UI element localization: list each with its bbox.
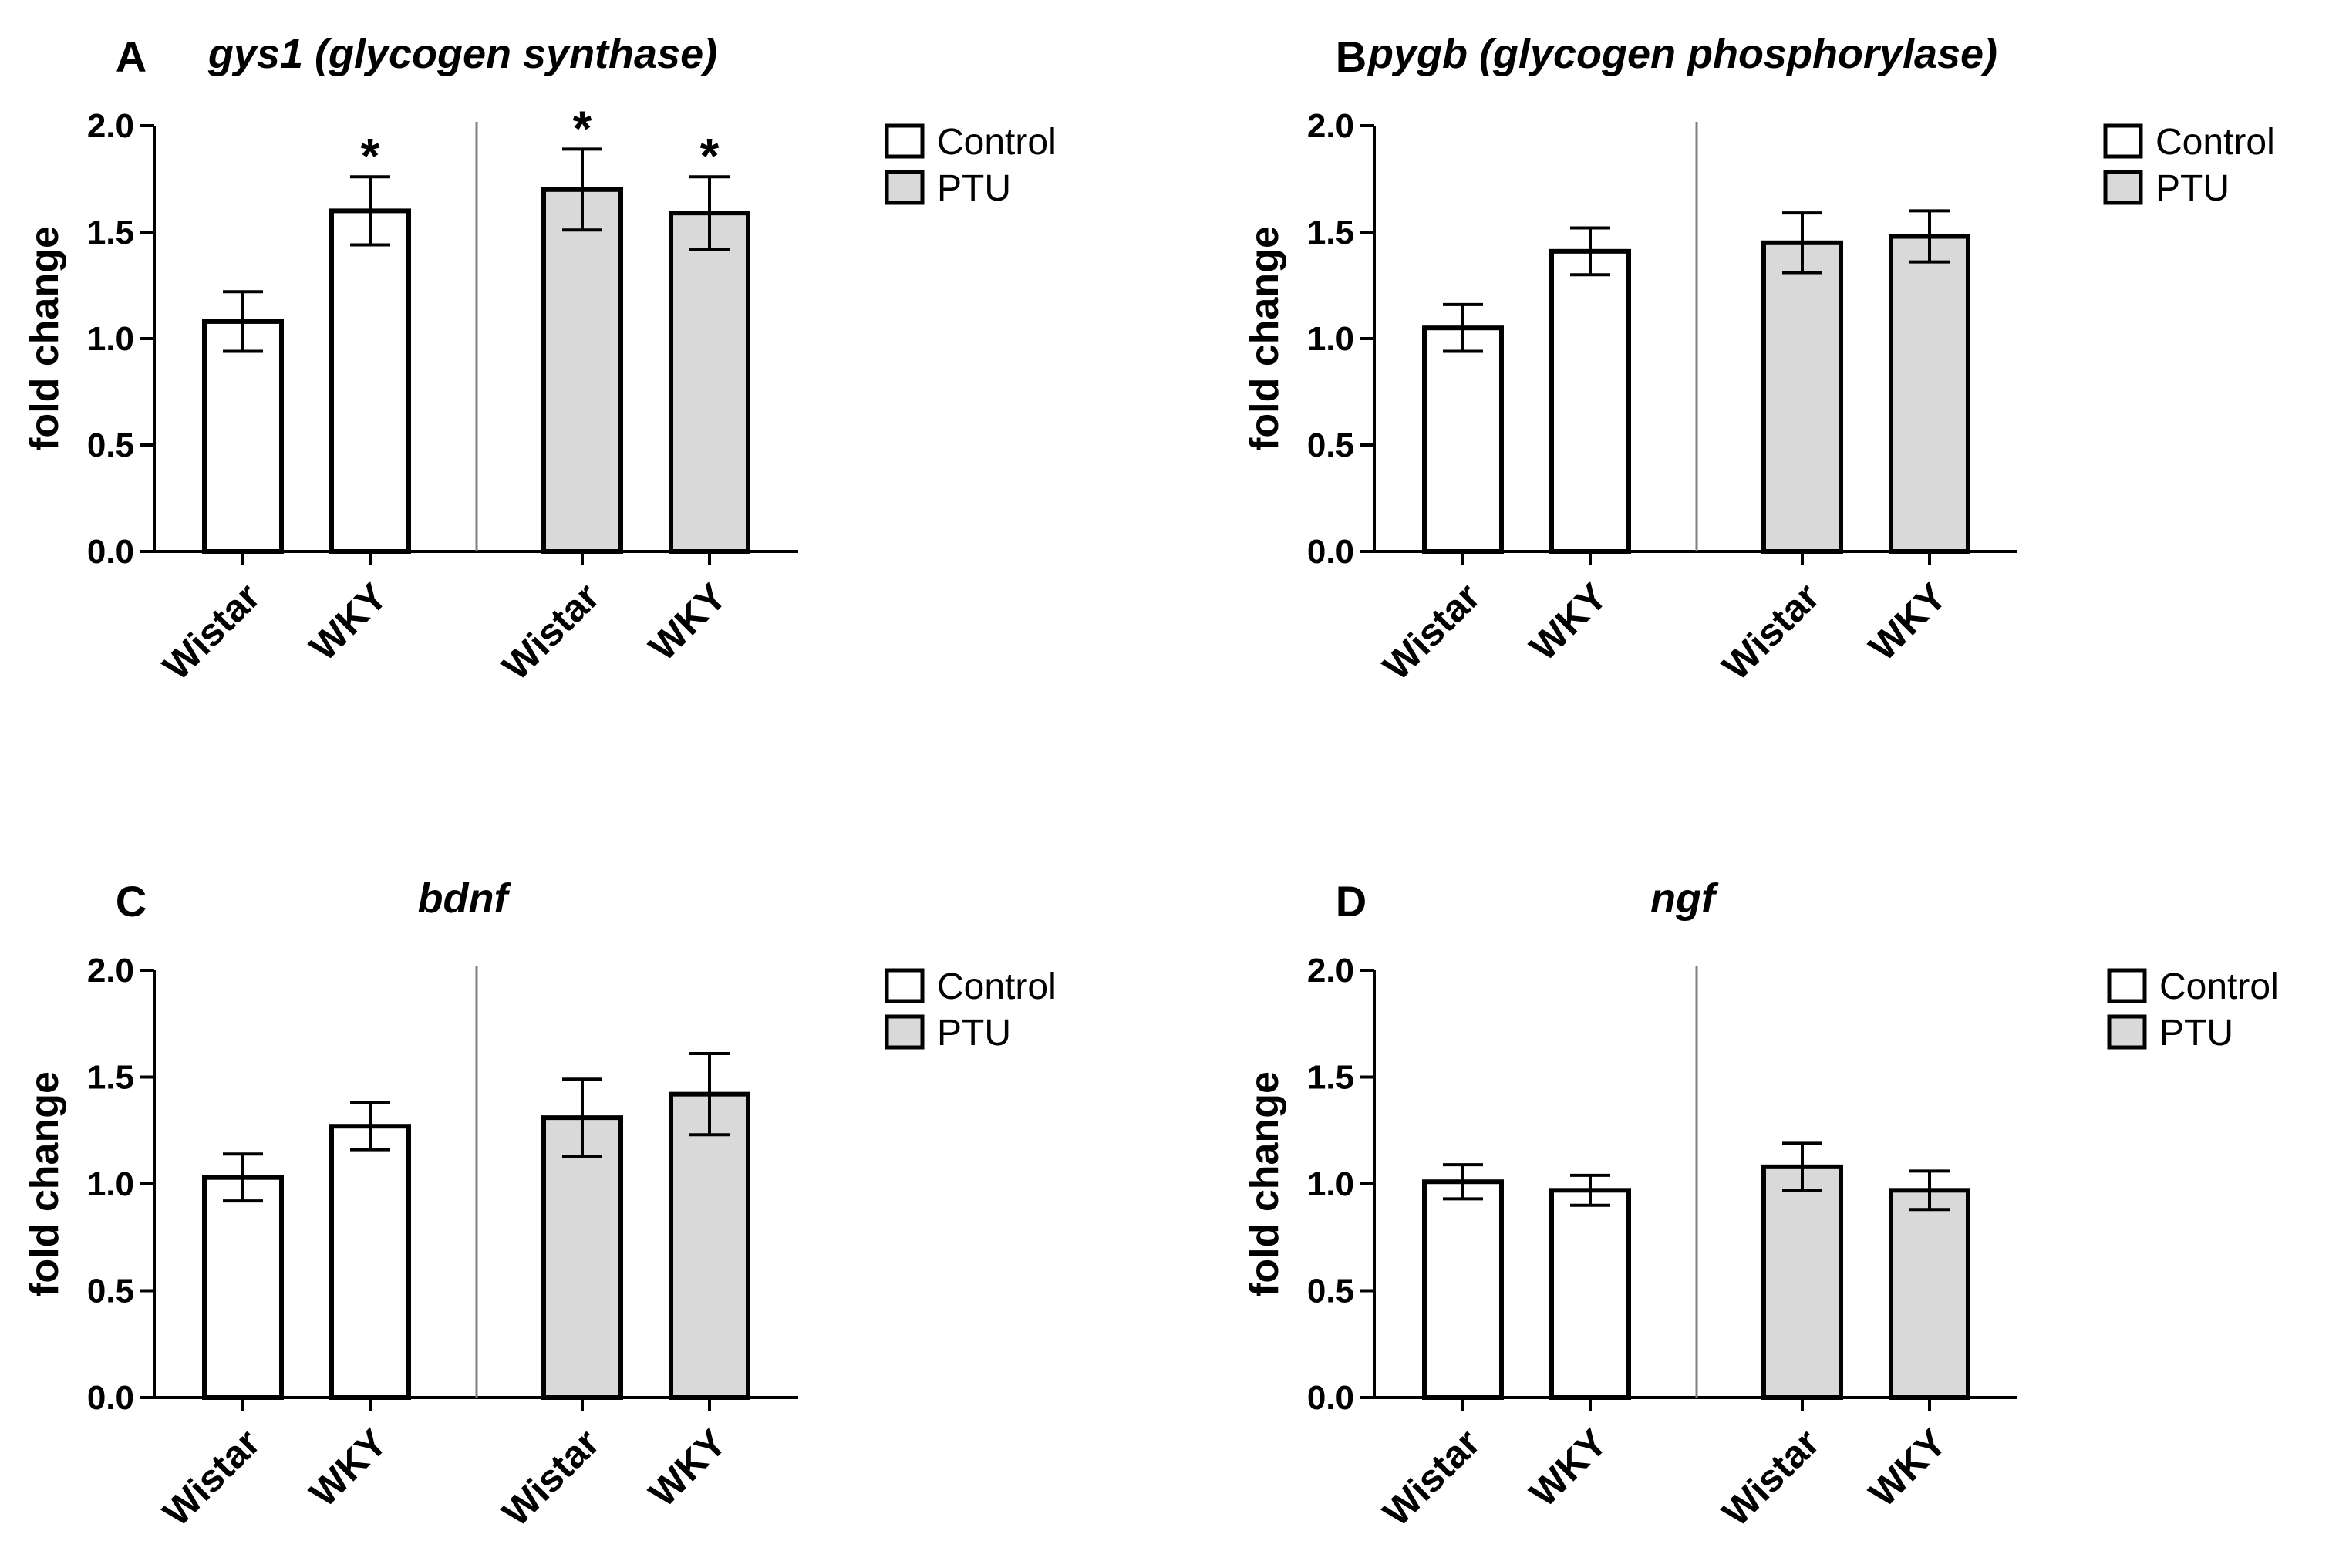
x-tick-label: WKY (302, 575, 396, 669)
y-axis-label: fold change (1242, 226, 1287, 451)
bar-control-wistar (1422, 1179, 1504, 1400)
y-tick-label: 1.0 (87, 320, 134, 358)
bar-ptu-wistar (1761, 1164, 1843, 1400)
x-tick-label: Wistar (1374, 1421, 1488, 1534)
y-tick-label: 1.5 (87, 1059, 134, 1097)
x-tick-label: WKY (641, 575, 735, 669)
bar-ptu-wistar (541, 1115, 623, 1400)
bar-control-wky (329, 208, 411, 554)
x-tick-label: WKY (302, 1421, 396, 1515)
y-tick-label: 2.0 (1307, 952, 1354, 990)
y-axis-label: fold change (1242, 1071, 1287, 1297)
y-tick-label: 0.5 (87, 1273, 134, 1310)
y-tick-label: 2.0 (1307, 107, 1354, 145)
panel-title: bdnf (418, 875, 512, 922)
legend-label-ptu: PTU (2155, 168, 2230, 209)
bar-ptu-wistar (541, 187, 623, 555)
legend-label-ptu: PTU (937, 1013, 1011, 1054)
bar-ptu-wistar (1761, 240, 1843, 554)
bar-ptu-wky (1889, 234, 1970, 554)
legend-label-ptu: PTU (937, 168, 1011, 209)
bar-control-wky (1549, 1188, 1631, 1401)
x-tick-label: WKY (1861, 1421, 1955, 1515)
y-tick-label: 0.0 (87, 1379, 134, 1417)
legend-swatch-ptu (885, 1014, 925, 1050)
significance-marker: * (573, 100, 592, 156)
x-tick-label: Wistar (1714, 575, 1827, 688)
x-tick-label: Wistar (154, 575, 268, 688)
x-tick-label: Wistar (494, 575, 607, 688)
panel-title: ngf (1650, 875, 1719, 922)
y-tick-label: 2.0 (87, 952, 134, 990)
y-tick-label: 2.0 (87, 107, 134, 145)
x-tick-label: Wistar (494, 1421, 607, 1534)
legend-swatch-ptu (885, 170, 925, 205)
y-tick-label: 0.0 (87, 533, 134, 571)
y-tick-label: 0.5 (1307, 427, 1354, 464)
panel-label: C (116, 877, 147, 926)
significance-marker: * (361, 128, 380, 184)
y-tick-label: 0.0 (1307, 533, 1354, 571)
bar-ptu-wky (669, 211, 750, 554)
panel-label: B (1336, 32, 1367, 81)
panel-title: gys1 (glycogen synthase) (207, 31, 717, 77)
legend-swatch-ptu (2103, 170, 2143, 205)
y-axis-label: fold change (22, 1071, 67, 1297)
y-tick-label: 1.0 (1307, 320, 1354, 358)
legend: Control PTU (2107, 966, 2279, 1054)
legend-swatch-control (2103, 123, 2143, 159)
y-tick-label: 1.0 (1307, 1165, 1354, 1203)
legend-label-ptu: PTU (2159, 1013, 2233, 1054)
bar-control-wistar (1422, 325, 1504, 554)
legend-swatch-control (2107, 968, 2147, 1003)
panel-label: D (1336, 877, 1367, 926)
x-tick-label: Wistar (1374, 575, 1488, 688)
bar-ptu-wky (1889, 1188, 1970, 1401)
y-tick-label: 1.5 (87, 214, 134, 251)
legend-label-control: Control (937, 966, 1057, 1007)
y-tick-label: 1.5 (1307, 214, 1354, 251)
legend: Control PTU (2103, 122, 2275, 209)
legend-swatch-ptu (2107, 1014, 2147, 1050)
x-tick-label: WKY (1522, 1421, 1616, 1515)
y-axis-label: fold change (22, 226, 67, 451)
bar-control-wistar (202, 1175, 284, 1400)
legend-label-control: Control (2159, 966, 2279, 1007)
legend-swatch-control (885, 123, 925, 159)
panel-label: A (116, 32, 147, 81)
x-tick-label: WKY (641, 1421, 735, 1515)
y-tick-label: 0.5 (1307, 1273, 1354, 1310)
y-tick-label: 0.0 (1307, 1379, 1354, 1417)
legend: Control PTU (885, 966, 1057, 1054)
bar-control-wistar (202, 319, 284, 554)
legend-label-control: Control (2155, 122, 2275, 163)
legend-label-control: Control (937, 122, 1057, 163)
x-tick-label: WKY (1522, 575, 1616, 669)
significance-marker: * (700, 128, 720, 184)
bar-ptu-wky (669, 1091, 750, 1401)
x-tick-label: WKY (1861, 575, 1955, 669)
y-tick-label: 1.0 (87, 1165, 134, 1203)
legend-swatch-control (885, 968, 925, 1003)
bar-control-wky (1549, 248, 1631, 554)
panel-title: pygb (glycogen phosphorylase) (1367, 31, 1997, 77)
x-tick-label: Wistar (154, 1421, 268, 1534)
x-tick-label: Wistar (1714, 1421, 1827, 1534)
y-tick-label: 0.5 (87, 427, 134, 464)
y-tick-label: 1.5 (1307, 1059, 1354, 1097)
legend: Control PTU (885, 122, 1057, 209)
bar-control-wky (329, 1124, 411, 1400)
